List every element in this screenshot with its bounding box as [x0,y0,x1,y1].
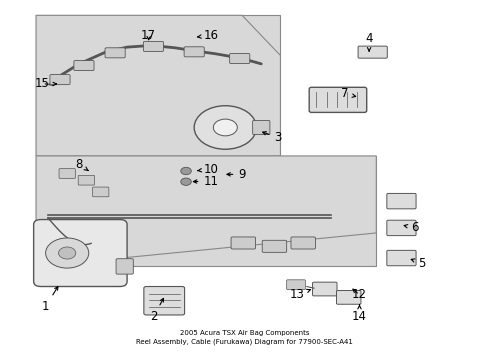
Text: 7: 7 [341,87,355,100]
FancyBboxPatch shape [252,121,269,135]
Polygon shape [36,15,280,156]
Circle shape [45,238,89,268]
Bar [36,15,280,156]
Text: 10: 10 [197,163,218,176]
FancyBboxPatch shape [74,60,94,71]
FancyBboxPatch shape [336,291,360,304]
FancyBboxPatch shape [59,168,75,178]
Polygon shape [36,156,376,266]
Text: 16: 16 [197,29,218,42]
Text: 2005 Acura TSX Air Bag Components
Reel Assembly, Cable (Furukawa) Diagram for 77: 2005 Acura TSX Air Bag Components Reel A… [136,330,352,345]
Text: 3: 3 [262,131,281,144]
FancyBboxPatch shape [105,48,125,58]
Circle shape [213,119,237,136]
FancyBboxPatch shape [386,250,415,266]
FancyBboxPatch shape [143,287,184,315]
FancyBboxPatch shape [231,237,255,249]
FancyBboxPatch shape [92,187,109,197]
Text: 11: 11 [193,175,218,188]
Circle shape [194,106,256,149]
FancyBboxPatch shape [184,47,204,57]
Text: 9: 9 [226,168,245,181]
FancyBboxPatch shape [386,193,415,209]
Text: 2: 2 [149,298,163,323]
FancyBboxPatch shape [357,46,386,58]
Bar [36,156,376,266]
Text: 8: 8 [75,158,88,171]
FancyBboxPatch shape [50,75,70,85]
Circle shape [181,178,191,185]
Circle shape [59,247,76,259]
Text: 12: 12 [351,288,366,301]
FancyBboxPatch shape [312,282,336,296]
FancyBboxPatch shape [386,220,415,235]
Text: 15: 15 [35,77,56,90]
Text: 6: 6 [404,221,418,234]
Text: 5: 5 [410,257,425,270]
FancyBboxPatch shape [290,237,315,249]
Text: 14: 14 [351,305,366,323]
Text: 17: 17 [141,29,156,42]
FancyBboxPatch shape [262,240,286,252]
Text: 1: 1 [42,287,58,313]
FancyBboxPatch shape [286,280,305,289]
FancyBboxPatch shape [143,41,163,51]
FancyBboxPatch shape [229,54,249,63]
Circle shape [181,167,191,175]
FancyBboxPatch shape [78,175,94,185]
Text: 13: 13 [289,288,310,301]
Text: 4: 4 [365,32,372,51]
FancyBboxPatch shape [116,259,133,274]
FancyBboxPatch shape [308,87,366,112]
FancyBboxPatch shape [34,220,127,287]
